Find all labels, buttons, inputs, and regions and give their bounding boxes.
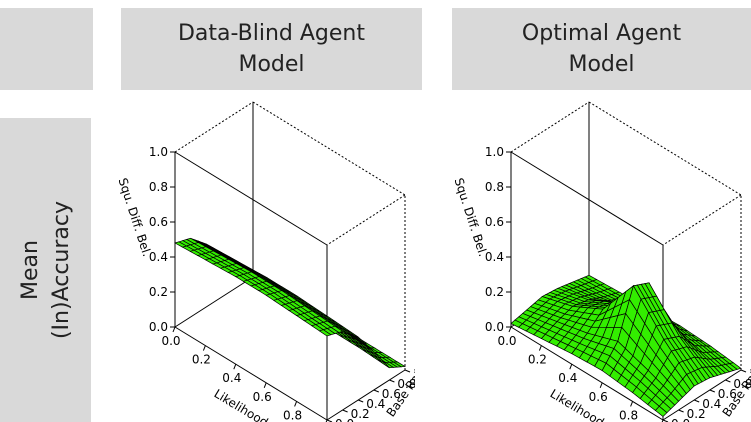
y-axis-tick <box>389 379 395 383</box>
surface-facet <box>654 405 668 417</box>
box-edge-floor-right <box>662 369 742 421</box>
x-axis-tick <box>263 382 267 388</box>
x-tick-label: 0.0 <box>497 334 516 348</box>
y-tick-label: 1.0 <box>413 367 415 381</box>
x-axis-tick <box>630 401 634 407</box>
y-axis-tick <box>358 399 364 403</box>
y-axis-tick <box>404 369 411 373</box>
box-edge-floor-right <box>326 369 406 421</box>
x-tick-label: 0.8 <box>283 408 302 422</box>
x-axis-tick <box>233 364 237 370</box>
y-axis-tick <box>725 379 731 383</box>
z-tick-label: 0.4 <box>149 250 168 264</box>
box-edge-top-right <box>662 194 742 246</box>
y-tick-label: 0.2 <box>351 407 370 421</box>
y-tick-label: 0.6 <box>382 387 401 401</box>
z-tick-label: 0.0 <box>485 320 504 334</box>
x-axis-tick <box>538 345 542 351</box>
z-tick-label: 0.2 <box>485 285 504 299</box>
z-tick-label: 0.6 <box>485 215 504 229</box>
box-edge-back-top-right <box>588 101 742 196</box>
box-edge-top-front <box>174 151 328 246</box>
x-axis-tick <box>294 401 298 407</box>
y-tick-label: 0.0 <box>671 417 690 422</box>
x-tick-label: 0.6 <box>253 390 272 404</box>
x-tick-label: 0.8 <box>619 408 638 422</box>
z-tick-label: 0.8 <box>149 180 168 194</box>
z-tick-label: 0.2 <box>149 285 168 299</box>
x-axis-tick <box>202 345 206 351</box>
surface-facet <box>318 329 332 337</box>
z-tick-label: 0.4 <box>485 250 504 264</box>
x-tick-label: 0.0 <box>161 334 180 348</box>
z-tick-label: 0.0 <box>149 320 168 334</box>
y-tick-label: 0.4 <box>702 397 721 411</box>
y-axis-tick <box>678 409 684 413</box>
y-tick-label: 0.8 <box>397 377 415 391</box>
box-edge-floor-front <box>174 326 328 421</box>
y-tick-label: 0.4 <box>366 397 385 411</box>
y-axis-tick <box>373 389 379 393</box>
z-tick-label: 0.6 <box>149 215 168 229</box>
box-edge-back-top-left <box>174 101 254 153</box>
z-tick-label: 1.0 <box>485 145 504 159</box>
row-header-mean-accuracy: Mean (In)Accuracy <box>0 118 91 422</box>
z-tick-label: 1.0 <box>149 145 168 159</box>
z-tick-label: 0.8 <box>485 180 504 194</box>
x-axis-tick <box>325 419 328 422</box>
column-header-data-blind: Data-Blind Agent Model <box>121 8 422 90</box>
y-tick-label: 0.0 <box>335 417 354 422</box>
x-axis-tick <box>508 326 512 333</box>
y-tick-label: 0.6 <box>718 387 737 401</box>
column-header-optimal: Optimal Agent Model <box>452 8 751 90</box>
x-axis-tick <box>661 419 664 422</box>
x-tick-label: 0.4 <box>558 371 577 385</box>
y-axis-tick <box>709 389 715 393</box>
y-tick-label: 0.2 <box>687 407 706 421</box>
box-edge-floor-front <box>510 326 664 421</box>
x-axis-tick <box>599 382 603 388</box>
box-edge-floor-left <box>174 276 254 328</box>
x-axis-tick <box>172 326 176 333</box>
row-header-mean-accuracy-label: Mean (In)Accuracy <box>17 200 74 340</box>
x-tick-label: 0.4 <box>222 371 241 385</box>
y-axis-tick <box>694 399 700 403</box>
x-tick-label: 0.2 <box>192 353 211 367</box>
corner-header-cell <box>0 8 93 90</box>
box-edge-back-top-right <box>252 101 406 196</box>
x-tick-label: 0.6 <box>589 390 608 404</box>
y-axis-tick <box>342 409 348 413</box>
y-tick-label: 0.8 <box>733 377 751 391</box>
y-axis-tick <box>740 369 747 373</box>
x-axis-tick <box>569 364 573 370</box>
box-edge-back-top-left <box>510 101 590 153</box>
y-tick-label: 1.0 <box>749 367 751 381</box>
column-header-optimal-label: Optimal Agent Model <box>521 21 682 77</box>
column-header-data-blind-label: Data-Blind Agent Model <box>177 21 366 77</box>
box-edge-top-right <box>326 194 406 246</box>
box-edge-top-front <box>510 151 664 246</box>
x-tick-label: 0.2 <box>528 353 547 367</box>
